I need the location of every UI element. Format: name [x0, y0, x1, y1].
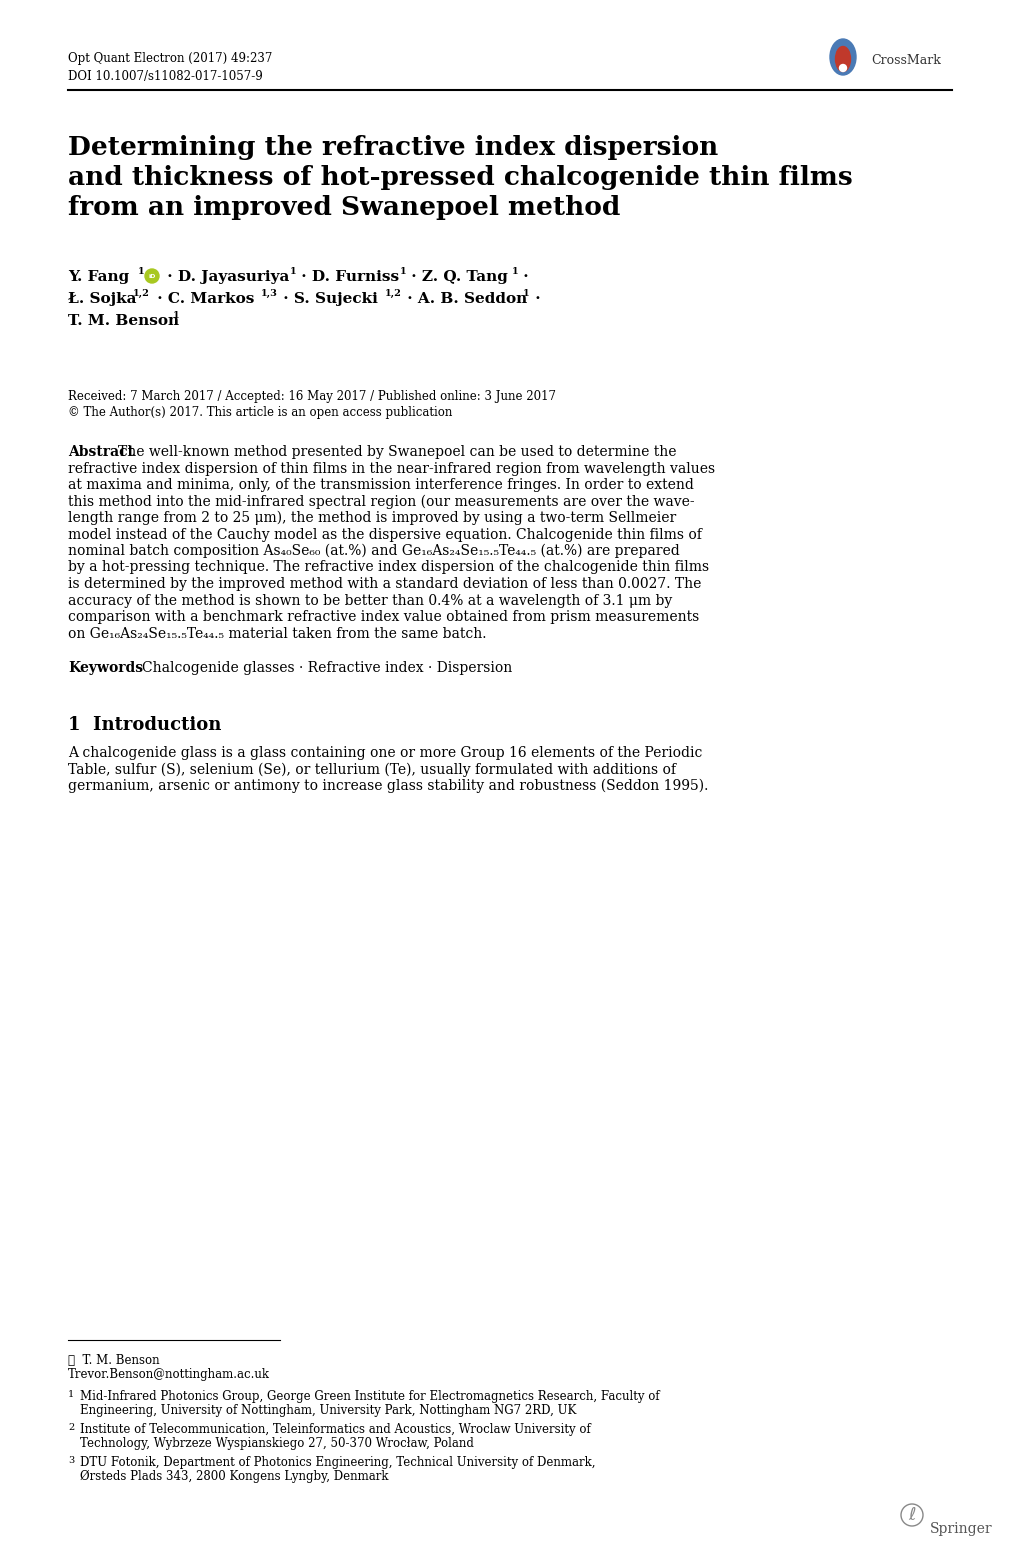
- Text: DTU Fotonik, Department of Photonics Engineering, Technical University of Denmar: DTU Fotonik, Department of Photonics Eng…: [79, 1456, 595, 1469]
- Ellipse shape: [829, 39, 855, 76]
- Text: 3: 3: [68, 1456, 74, 1466]
- Circle shape: [839, 65, 846, 71]
- Text: length range from 2 to 25 μm), the method is improved by using a two-term Sellme: length range from 2 to 25 μm), the metho…: [68, 512, 676, 526]
- Text: ·: ·: [530, 292, 540, 306]
- Text: · C. Markos: · C. Markos: [152, 292, 254, 306]
- Text: · D. Furniss: · D. Furniss: [296, 271, 398, 284]
- Text: Mid-Infrared Photonics Group, George Green Institute for Electromagnetics Resear: Mid-Infrared Photonics Group, George Gre…: [79, 1390, 659, 1404]
- Text: germanium, arsenic or antimony to increase glass stability and robustness (Seddo: germanium, arsenic or antimony to increa…: [68, 779, 707, 793]
- Text: this method into the mid-infrared spectral region (our measurements are over the: this method into the mid-infrared spectr…: [68, 495, 694, 509]
- Text: 1: 1: [512, 267, 518, 277]
- Ellipse shape: [835, 46, 850, 71]
- Text: model instead of the Cauchy model as the dispersive equation. Chalcogenide thin : model instead of the Cauchy model as the…: [68, 527, 701, 541]
- Text: Trevor.Benson@nottingham.ac.uk: Trevor.Benson@nottingham.ac.uk: [68, 1368, 270, 1381]
- Text: 1,3: 1,3: [261, 289, 277, 298]
- Text: iD: iD: [148, 274, 156, 278]
- Text: · S. Sujecki: · S. Sujecki: [278, 292, 377, 306]
- Text: · A. B. Seddon: · A. B. Seddon: [401, 292, 527, 306]
- Text: refractive index dispersion of thin films in the near-infrared region from wavel: refractive index dispersion of thin film…: [68, 462, 714, 476]
- Text: ·: ·: [518, 271, 528, 284]
- Text: Ł. Sojka: Ł. Sojka: [68, 292, 137, 306]
- Text: on Ge₁₆As₂₄Se₁₅.₅Te₄₄.₅ material taken from the same batch.: on Ge₁₆As₂₄Se₁₅.₅Te₄₄.₅ material taken f…: [68, 626, 486, 640]
- Text: Springer: Springer: [929, 1521, 991, 1537]
- Text: at maxima and minima, only, of the transmission interference fringes. In order t: at maxima and minima, only, of the trans…: [68, 478, 693, 492]
- Text: Received: 7 March 2017 / Accepted: 16 May 2017 / Published online: 3 June 2017: Received: 7 March 2017 / Accepted: 16 Ma…: [68, 390, 555, 404]
- Text: is determined by the improved method with a standard deviation of less than 0.00: is determined by the improved method wit…: [68, 577, 701, 591]
- Circle shape: [145, 269, 159, 283]
- Text: © The Author(s) 2017. This article is an open access publication: © The Author(s) 2017. This article is an…: [68, 407, 452, 419]
- Text: comparison with a benchmark refractive index value obtained from prism measureme: comparison with a benchmark refractive i…: [68, 611, 699, 625]
- Text: Keywords: Keywords: [68, 662, 143, 676]
- Text: 1: 1: [138, 267, 145, 277]
- Text: DOI 10.1007/s11082-017-1057-9: DOI 10.1007/s11082-017-1057-9: [68, 70, 263, 83]
- Text: 2: 2: [68, 1422, 74, 1432]
- Text: 1: 1: [289, 267, 297, 277]
- Text: Institute of Telecommunication, Teleinformatics and Acoustics, Wroclaw Universit: Institute of Telecommunication, Teleinfo…: [79, 1422, 590, 1436]
- Text: Ørsteds Plads 343, 2800 Kongens Lyngby, Denmark: Ørsteds Plads 343, 2800 Kongens Lyngby, …: [79, 1470, 388, 1483]
- Text: Y. Fang: Y. Fang: [68, 271, 129, 284]
- Text: by a hot-pressing technique. The refractive index dispersion of the chalcogenide: by a hot-pressing technique. The refract…: [68, 561, 708, 575]
- Text: 1,2: 1,2: [132, 289, 150, 298]
- Text: · Z. Q. Tang: · Z. Q. Tang: [406, 271, 507, 284]
- Text: from an improved Swanepoel method: from an improved Swanepoel method: [68, 195, 620, 220]
- Text: ℓ: ℓ: [908, 1506, 915, 1524]
- Text: Abstract: Abstract: [68, 445, 133, 459]
- Text: Opt Quant Electron (2017) 49:237: Opt Quant Electron (2017) 49:237: [68, 53, 272, 65]
- Text: CrossMark: CrossMark: [870, 54, 940, 66]
- Text: ✉  T. M. Benson: ✉ T. M. Benson: [68, 1354, 159, 1367]
- Text: 1: 1: [523, 289, 529, 298]
- Text: Engineering, University of Nottingham, University Park, Nottingham NG7 2RD, UK: Engineering, University of Nottingham, U…: [79, 1404, 576, 1418]
- Text: T. M. Benson: T. M. Benson: [68, 314, 179, 328]
- Text: Technology, Wybrzeze Wyspianskiego 27, 50-370 Wrocław, Poland: Technology, Wybrzeze Wyspianskiego 27, 5…: [79, 1436, 474, 1450]
- Text: accuracy of the method is shown to be better than 0.4% at a wavelength of 3.1 μm: accuracy of the method is shown to be be…: [68, 594, 672, 608]
- Text: A chalcogenide glass is a glass containing one or more Group 16 elements of the : A chalcogenide glass is a glass containi…: [68, 747, 702, 761]
- Text: 1: 1: [399, 267, 407, 277]
- Text: Determining the refractive index dispersion: Determining the refractive index dispers…: [68, 135, 717, 159]
- Text: and thickness of hot-pressed chalcogenide thin films: and thickness of hot-pressed chalcogenid…: [68, 165, 852, 190]
- Text: · D. Jayasuriya: · D. Jayasuriya: [162, 271, 289, 284]
- Text: nominal batch composition As₄₀Se₆₀ (at.%) and Ge₁₆As₂₄Se₁₅.₅Te₄₄.₅ (at.%) are pr: nominal batch composition As₄₀Se₆₀ (at.%…: [68, 544, 679, 558]
- Text: Table, sulfur (S), selenium (Se), or tellurium (Te), usually formulated with add: Table, sulfur (S), selenium (Se), or tel…: [68, 762, 676, 778]
- Text: The well-known method presented by Swanepoel can be used to determine the: The well-known method presented by Swane…: [118, 445, 676, 459]
- Text: 1: 1: [68, 1390, 74, 1399]
- Text: Chalcogenide glasses · Refractive index · Dispersion: Chalcogenide glasses · Refractive index …: [142, 662, 512, 676]
- Text: 1,2: 1,2: [384, 289, 401, 298]
- Text: 1  Introduction: 1 Introduction: [68, 716, 221, 734]
- Text: 1: 1: [173, 311, 179, 320]
